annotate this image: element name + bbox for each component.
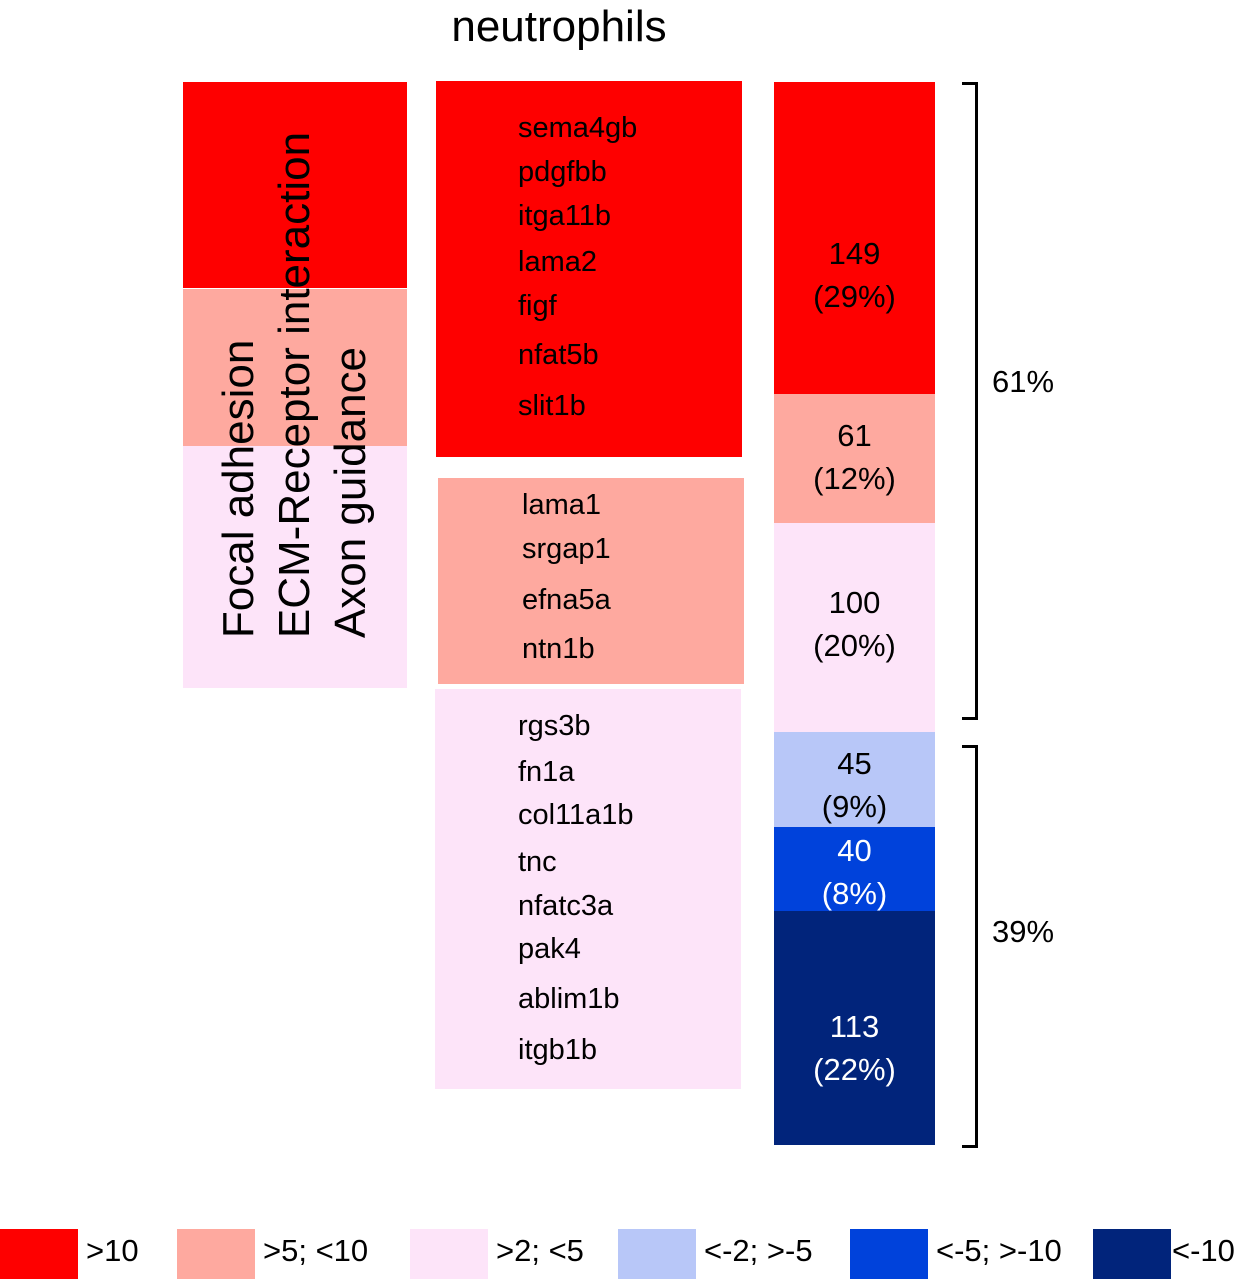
segment-count: 149 <box>828 236 881 271</box>
segment-count: 45 <box>837 746 872 781</box>
gene-label: lama2 <box>518 246 597 278</box>
gene-block-2to5 <box>435 689 741 1089</box>
count-block-neg2to5 <box>774 732 935 827</box>
count-block-gt10 <box>774 82 935 394</box>
segment-percent: (9%) <box>821 789 888 824</box>
segment-percent: (22%) <box>813 1052 896 1087</box>
legend-swatch <box>618 1229 696 1279</box>
segment-percent: (29%) <box>813 279 896 314</box>
legend-label: >10 <box>86 1233 139 1268</box>
gene-label: slit1b <box>518 390 586 422</box>
gene-label: col11a1b <box>518 799 634 831</box>
gene-label: figf <box>518 290 557 322</box>
gene-label: ablim1b <box>518 983 620 1015</box>
gene-label: srgap1 <box>522 533 611 565</box>
segment-percent: (8%) <box>821 876 888 911</box>
segment-count: 61 <box>837 418 872 453</box>
segment-label: 113 (22%) <box>774 1005 935 1091</box>
count-block-neg5to10 <box>774 827 935 911</box>
group-percent: 61% <box>992 364 1055 399</box>
pathway-block-gt10 <box>183 82 407 288</box>
gene-label: rgs3b <box>518 710 591 742</box>
gene-block-5to10 <box>438 478 744 684</box>
gene-label: ntn1b <box>522 633 595 665</box>
segment-label: 100 (20%) <box>774 581 935 667</box>
pathway-labels: Focal adhesion ECM-Receptor interaction … <box>183 82 407 688</box>
segment-percent: (20%) <box>813 628 896 663</box>
gene-label: tnc <box>518 846 557 878</box>
segment-label: 45 (9%) <box>774 742 935 828</box>
legend-swatch <box>410 1229 488 1279</box>
gene-block-gt10 <box>436 81 742 457</box>
chart-title: neutrophils <box>451 2 667 51</box>
gene-label: lama1 <box>522 489 601 521</box>
segment-count: 100 <box>828 585 881 620</box>
segment-percent: (12%) <box>813 461 896 496</box>
legend-swatch <box>1093 1229 1171 1279</box>
legend-label: >2; <5 <box>496 1233 584 1268</box>
legend-label: <-10 <box>1172 1233 1235 1268</box>
legend-swatch <box>0 1229 78 1279</box>
pathway-block-2to5 <box>183 446 407 688</box>
pathway-label: ECM-Receptor interaction <box>270 131 319 639</box>
legend-label: >5; <10 <box>263 1233 369 1268</box>
gene-label: efna5a <box>522 584 611 616</box>
gene-label: pak4 <box>518 933 581 965</box>
segment-label: 149 (29%) <box>774 232 935 318</box>
legend-swatch <box>850 1229 928 1279</box>
gene-label: nfat5b <box>518 339 599 371</box>
gene-label: pdgfbb <box>518 156 607 188</box>
gene-label: sema4gb <box>518 112 638 144</box>
pathway-block-5to10 <box>183 289 407 446</box>
gene-label: fn1a <box>518 756 575 788</box>
segment-label: 40 (8%) <box>774 829 935 915</box>
gene-label: itgb1b <box>518 1034 598 1066</box>
count-block-5to10 <box>774 394 935 523</box>
count-block-lt-neg10 <box>774 911 935 1145</box>
legend-label: <-2; >-5 <box>704 1233 813 1268</box>
gene-label: itga11b <box>518 200 611 232</box>
bracket-upregulated <box>962 82 978 720</box>
legend-swatch <box>177 1229 255 1279</box>
gene-label: nfatc3a <box>518 890 614 922</box>
bracket-downregulated <box>962 745 978 1148</box>
segment-label: 61 (12%) <box>774 414 935 500</box>
count-block-2to5 <box>774 523 935 732</box>
legend-label: <-5; >-10 <box>936 1233 1062 1268</box>
pathway-label: Focal adhesion <box>214 339 263 639</box>
segment-count: 40 <box>837 833 872 868</box>
segment-count: 113 <box>829 1009 880 1044</box>
pathway-label: Axon guidance <box>326 346 375 639</box>
group-percent: 39% <box>992 914 1055 949</box>
